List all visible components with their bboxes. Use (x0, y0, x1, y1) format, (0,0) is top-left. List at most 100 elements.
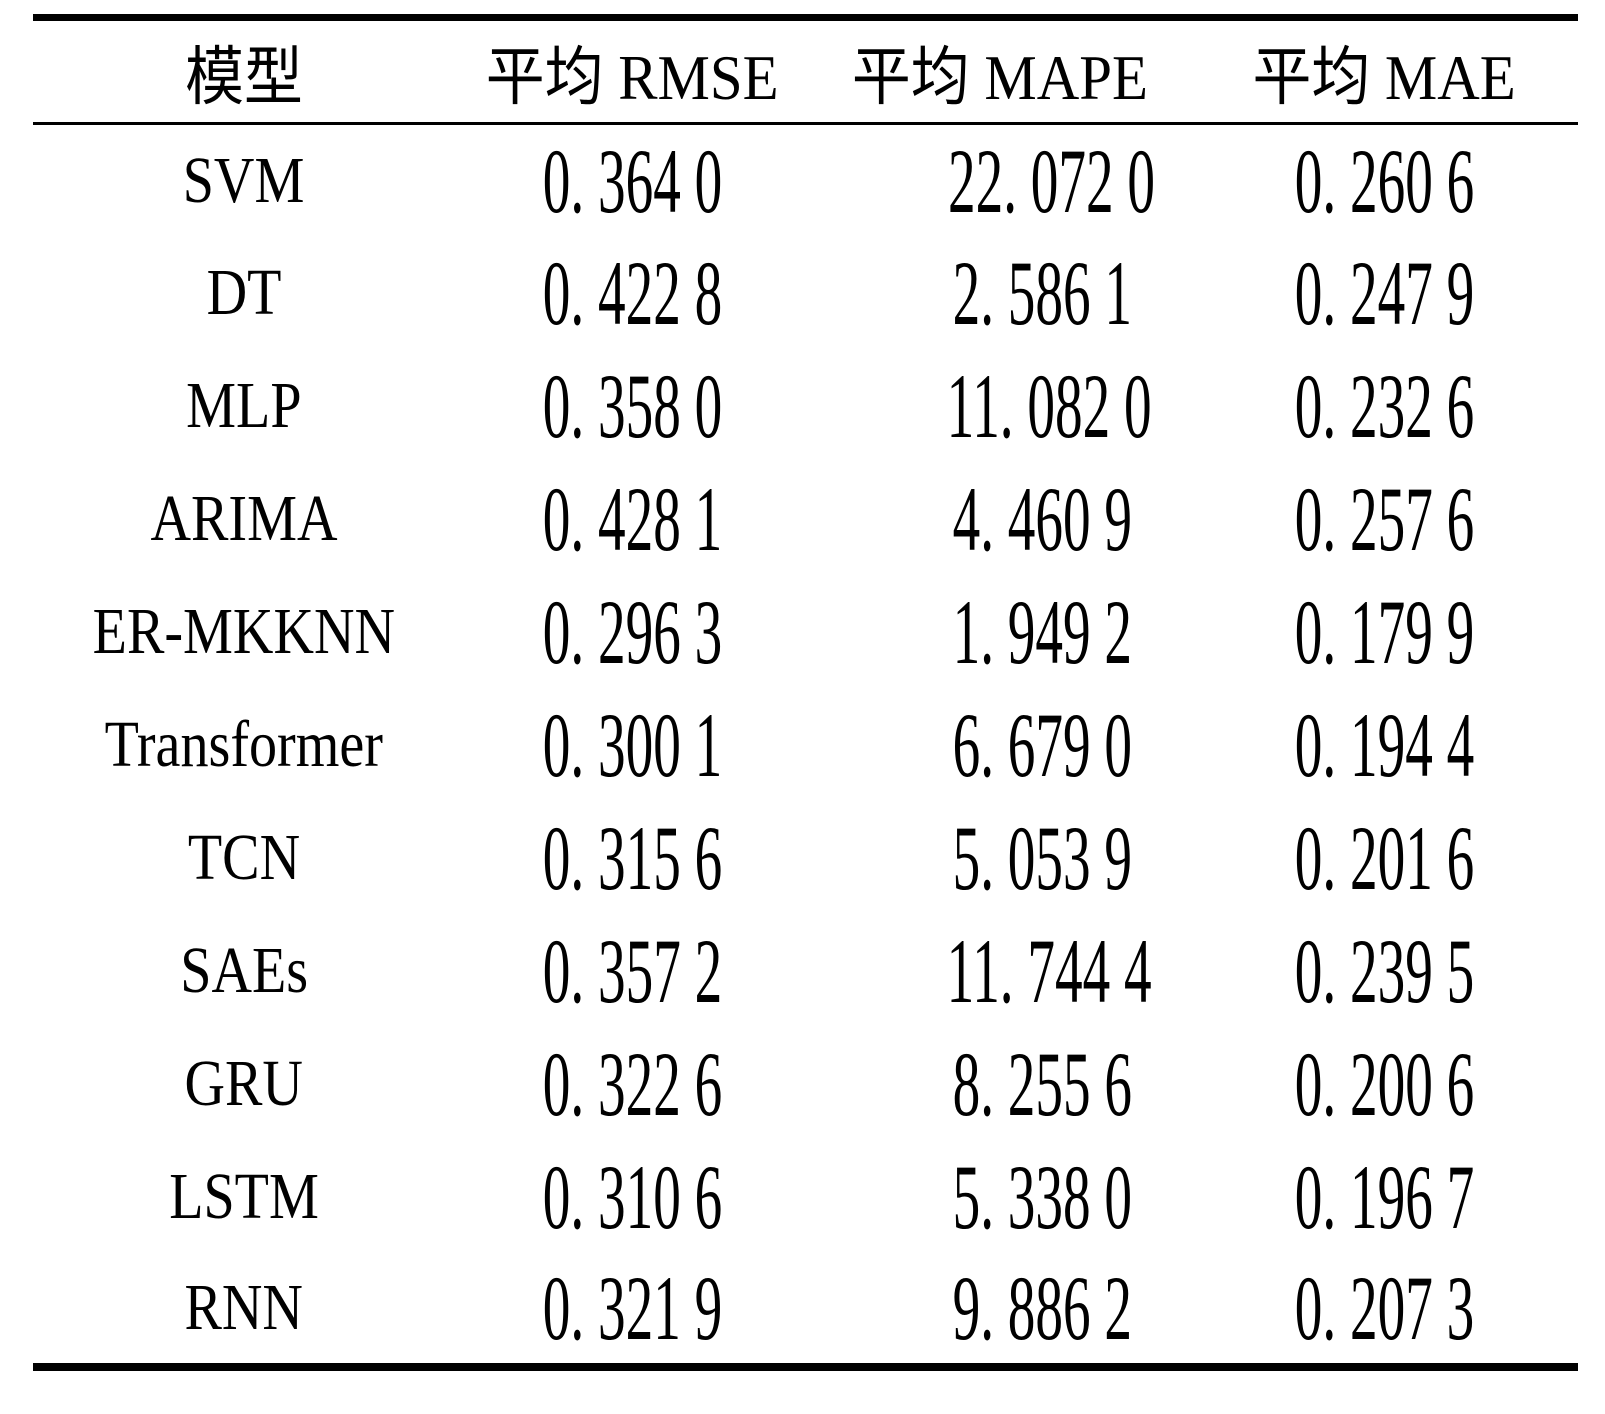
header-label-mape: 平均 MAPE (851, 41, 1149, 113)
mape-cell: 2. 586 1 (810, 237, 1190, 350)
rmse-cell: 0. 310 6 (455, 1141, 810, 1254)
table-row: SAEs 0. 357 2 11. 744 4 0. 239 5 (33, 915, 1578, 1028)
mae-value: 0. 247 9 (1294, 242, 1474, 344)
mape-value: 11. 082 0 (946, 355, 1152, 457)
mae-value: 0. 201 6 (1294, 807, 1474, 909)
mae-cell: 0. 257 6 (1190, 463, 1578, 576)
mae-value: 0. 257 6 (1294, 468, 1474, 570)
mae-value: 0. 260 6 (1294, 129, 1474, 232)
mae-value: 0. 232 6 (1294, 355, 1474, 457)
table-row: SVM 0. 364 0 22. 072 0 0. 260 6 (33, 124, 1578, 237)
model-name: DT (206, 256, 282, 329)
model-cell: SVM (33, 124, 455, 237)
mae-cell: 0. 179 9 (1190, 576, 1578, 689)
rmse-cell: 0. 300 1 (455, 689, 810, 802)
model-cell: ARIMA (33, 463, 455, 576)
mae-cell: 0. 239 5 (1190, 915, 1578, 1028)
model-cell: Transformer (33, 689, 455, 802)
model-cell: GRU (33, 1028, 455, 1141)
header-label-model: 模型 (185, 41, 303, 113)
model-name: RNN (184, 1271, 304, 1344)
mae-value: 0. 239 5 (1294, 920, 1474, 1022)
rmse-cell: 0. 315 6 (455, 802, 810, 915)
model-name: GRU (184, 1047, 304, 1120)
mape-cell: 6. 679 0 (810, 689, 1190, 802)
rmse-cell: 0. 422 8 (455, 237, 810, 350)
rmse-cell: 0. 428 1 (455, 463, 810, 576)
model-cell: ER-MKKNN (33, 576, 455, 689)
rmse-value: 0. 300 1 (542, 694, 723, 796)
rmse-value: 0. 315 6 (542, 807, 723, 909)
header-row: 模型 平均 RMSE 平均 MAPE 平均 MAE (33, 18, 1578, 124)
model-name: ER-MKKNN (92, 595, 396, 668)
header-cell-rmse: 平均 RMSE (455, 18, 810, 124)
model-cell: SAEs (33, 915, 455, 1028)
rmse-cell: 0. 358 0 (455, 350, 810, 463)
mape-cell: 5. 053 9 (810, 802, 1190, 915)
mape-value: 4. 460 9 (952, 468, 1132, 570)
mae-cell: 0. 232 6 (1190, 350, 1578, 463)
model-cell: DT (33, 237, 455, 350)
rmse-value: 0. 357 2 (542, 920, 723, 1022)
table-row: ARIMA 0. 428 1 4. 460 9 0. 257 6 (33, 463, 1578, 576)
table-row: DT 0. 422 8 2. 586 1 0. 247 9 (33, 237, 1578, 350)
mae-cell: 0. 200 6 (1190, 1028, 1578, 1141)
mae-value: 0. 200 6 (1294, 1033, 1474, 1135)
rmse-cell: 0. 357 2 (455, 915, 810, 1028)
mae-cell: 0. 194 4 (1190, 689, 1578, 802)
mape-cell: 9. 886 2 (810, 1254, 1190, 1367)
metrics-table-container: 模型 平均 RMSE 平均 MAPE 平均 MAE SVM 0. 364 0 2… (33, 14, 1578, 1371)
mape-cell: 8. 255 6 (810, 1028, 1190, 1141)
rmse-value: 0. 310 6 (542, 1146, 723, 1248)
mae-value: 0. 194 4 (1294, 694, 1474, 796)
model-cell: RNN (33, 1254, 455, 1367)
rmse-value: 0. 422 8 (542, 242, 723, 344)
table-header: 模型 平均 RMSE 平均 MAPE 平均 MAE (33, 17, 1578, 124)
rmse-cell: 0. 321 9 (455, 1254, 810, 1367)
mape-cell: 5. 338 0 (810, 1141, 1190, 1254)
mape-value: 5. 338 0 (952, 1146, 1132, 1248)
model-name: SAEs (180, 934, 308, 1007)
header-label-mae: 平均 MAE (1252, 41, 1516, 113)
model-name: TCN (187, 821, 301, 894)
rmse-cell: 0. 296 3 (455, 576, 810, 689)
mape-cell: 22. 072 0 (810, 124, 1190, 237)
mape-value: 22. 072 0 (948, 129, 1155, 232)
mae-value: 0. 196 7 (1294, 1146, 1474, 1248)
rmse-cell: 0. 322 6 (455, 1028, 810, 1141)
mape-cell: 11. 082 0 (810, 350, 1190, 463)
header-cell-mape: 平均 MAPE (810, 18, 1190, 124)
mape-cell: 11. 744 4 (810, 915, 1190, 1028)
model-name: ARIMA (150, 482, 338, 555)
rmse-value: 0. 358 0 (542, 355, 723, 457)
model-cell: MLP (33, 350, 455, 463)
model-name: Transformer (104, 708, 384, 781)
model-name: LSTM (169, 1160, 319, 1233)
header-cell-model: 模型 (33, 18, 455, 124)
mae-cell: 0. 201 6 (1190, 802, 1578, 915)
mape-value: 11. 744 4 (946, 920, 1152, 1022)
mape-value: 2. 586 1 (952, 242, 1132, 344)
table-row: LSTM 0. 310 6 5. 338 0 0. 196 7 (33, 1141, 1578, 1254)
rmse-cell: 0. 364 0 (455, 124, 810, 237)
mae-cell: 0. 260 6 (1190, 124, 1578, 237)
table-body: SVM 0. 364 0 22. 072 0 0. 260 6 DT 0. 42… (33, 124, 1578, 1367)
rmse-value: 0. 428 1 (542, 468, 723, 570)
rmse-value: 0. 364 0 (542, 129, 723, 232)
rmse-value: 0. 296 3 (542, 581, 723, 683)
mae-cell: 0. 207 3 (1190, 1254, 1578, 1367)
rmse-value: 0. 322 6 (542, 1033, 723, 1135)
header-cell-mae: 平均 MAE (1190, 18, 1578, 124)
rmse-value: 0. 321 9 (542, 1257, 723, 1359)
model-metrics-table: 模型 平均 RMSE 平均 MAPE 平均 MAE SVM 0. 364 0 2… (33, 14, 1578, 1371)
table-row: TCN 0. 315 6 5. 053 9 0. 201 6 (33, 802, 1578, 915)
mape-cell: 1. 949 2 (810, 576, 1190, 689)
mape-value: 9. 886 2 (952, 1257, 1132, 1359)
mape-value: 8. 255 6 (952, 1033, 1132, 1135)
mae-value: 0. 179 9 (1294, 581, 1474, 683)
model-name: MLP (186, 369, 302, 442)
table-row: Transformer 0. 300 1 6. 679 0 0. 194 4 (33, 689, 1578, 802)
table-row: MLP 0. 358 0 11. 082 0 0. 232 6 (33, 350, 1578, 463)
table-row: RNN 0. 321 9 9. 886 2 0. 207 3 (33, 1254, 1578, 1367)
model-cell: TCN (33, 802, 455, 915)
